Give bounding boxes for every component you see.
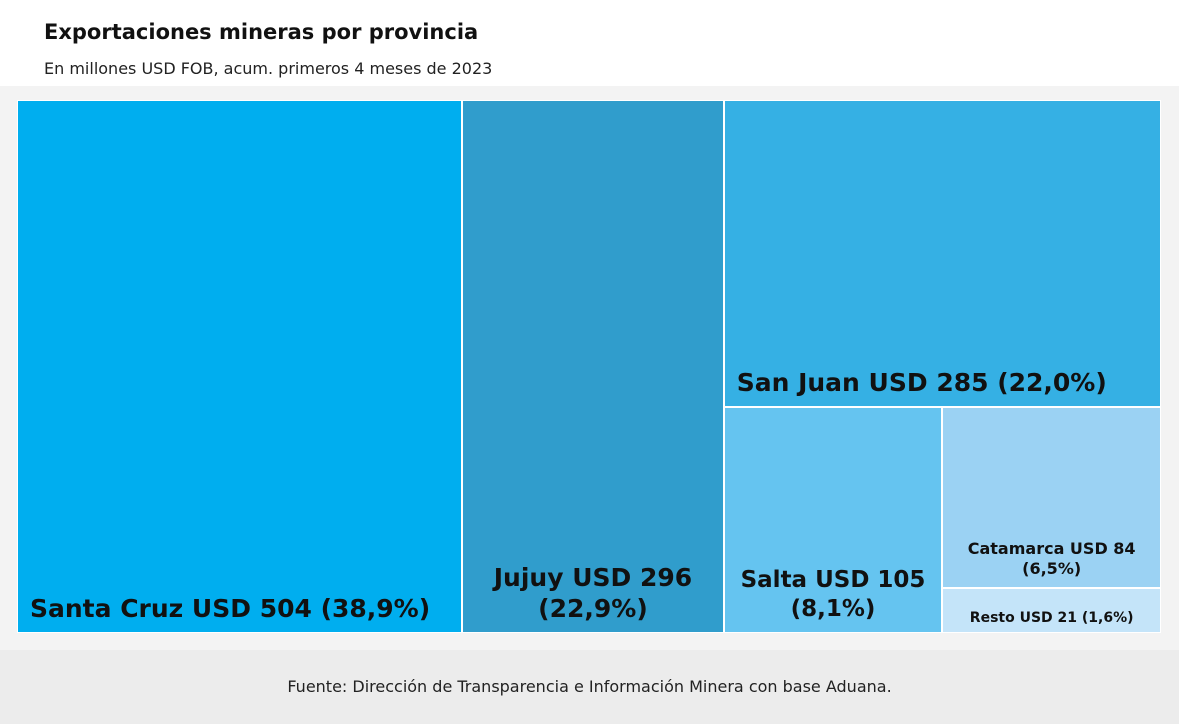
chart-subtitle: En millones USD FOB, acum. primeros 4 me…	[44, 59, 493, 78]
data-label: Jujuy USD 296 (22,9%)	[493, 562, 693, 623]
data-label: Santa Cruz USD 504 (38,9%)	[30, 593, 431, 623]
data-label: San Juan USD 285 (22,0%)	[736, 367, 1107, 397]
treemap-cell: Resto USD 21 (1,6%)	[942, 587, 1161, 633]
source-note: Fuente: Dirección de Transparencia e Inf…	[287, 677, 892, 696]
treemap-cell: Catamarca USD 84 (6,5%)	[942, 406, 1161, 588]
footer: Fuente: Dirección de Transparencia e Inf…	[0, 650, 1179, 724]
treemap: Santa Cruz USD 504 (38,9%) Jujuy USD 296 …	[17, 100, 1161, 633]
chart-title: Exportaciones mineras por provincia	[44, 20, 479, 44]
data-label: Salta USD 105 (8,1%)	[740, 567, 926, 623]
treemap-cell: Jujuy USD 296 (22,9%)	[462, 100, 724, 633]
treemap-cell: San Juan USD 285 (22,0%)	[723, 100, 1161, 407]
data-label: Resto USD 21 (1,6%)	[969, 610, 1134, 627]
treemap-cell: Salta USD 105 (8,1%)	[723, 406, 943, 633]
data-label: Catamarca USD 84 (6,5%)	[967, 538, 1136, 578]
treemap-cell: Santa Cruz USD 504 (38,9%)	[17, 100, 463, 633]
